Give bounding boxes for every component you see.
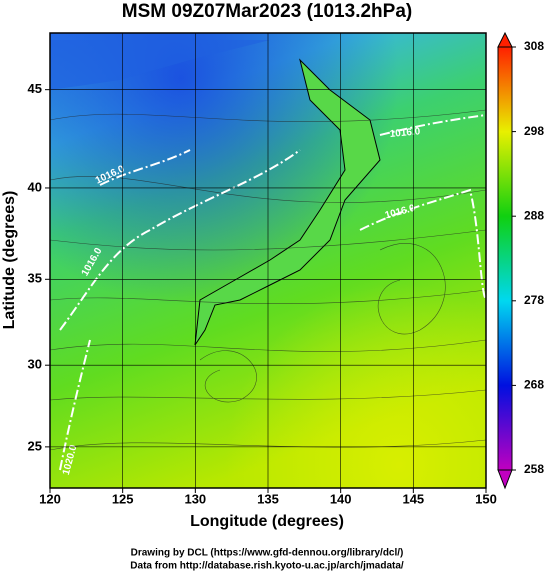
y-tick-label: 25 xyxy=(28,438,42,453)
x-tick-label: 125 xyxy=(112,491,134,506)
map-title: MSM 09Z07Mar2023 (1013.2hPa) xyxy=(122,1,412,22)
y-tick-label: 45 xyxy=(28,81,42,96)
x-tick-label: 145 xyxy=(402,491,424,506)
colorbar-tick-label: 278 xyxy=(524,293,544,307)
colorbar-tick-label: 268 xyxy=(524,378,544,392)
footer-source: Data from http://database.rish.kyoto-u.a… xyxy=(130,561,404,572)
x-tick-label: 135 xyxy=(257,491,279,506)
colorbar-top-arrow xyxy=(497,31,513,48)
x-tick-label: 150 xyxy=(475,491,497,506)
y-tick-label: 35 xyxy=(28,271,42,286)
colorbar-tick-label: 308 xyxy=(524,39,544,53)
y-axis-label: Latitude (degrees) xyxy=(1,191,18,330)
footer-credit: Drawing by DCL (https://www.gfd-dennou.o… xyxy=(131,548,404,559)
colorbar-bottom-arrow xyxy=(497,469,513,490)
x-tick-label: 120 xyxy=(39,491,61,506)
colorbar-tick-label: 288 xyxy=(524,208,544,222)
y-tick-label: 40 xyxy=(28,179,42,194)
x-axis-label: Longitude (degrees) xyxy=(190,513,344,530)
colorbar-tick-label: 258 xyxy=(524,462,544,476)
x-tick-label: 140 xyxy=(330,491,352,506)
x-tick-label: 130 xyxy=(184,491,206,506)
y-tick-label: 30 xyxy=(28,357,42,372)
colorbar xyxy=(497,46,513,471)
colorbar-tick-label: 298 xyxy=(524,124,544,138)
